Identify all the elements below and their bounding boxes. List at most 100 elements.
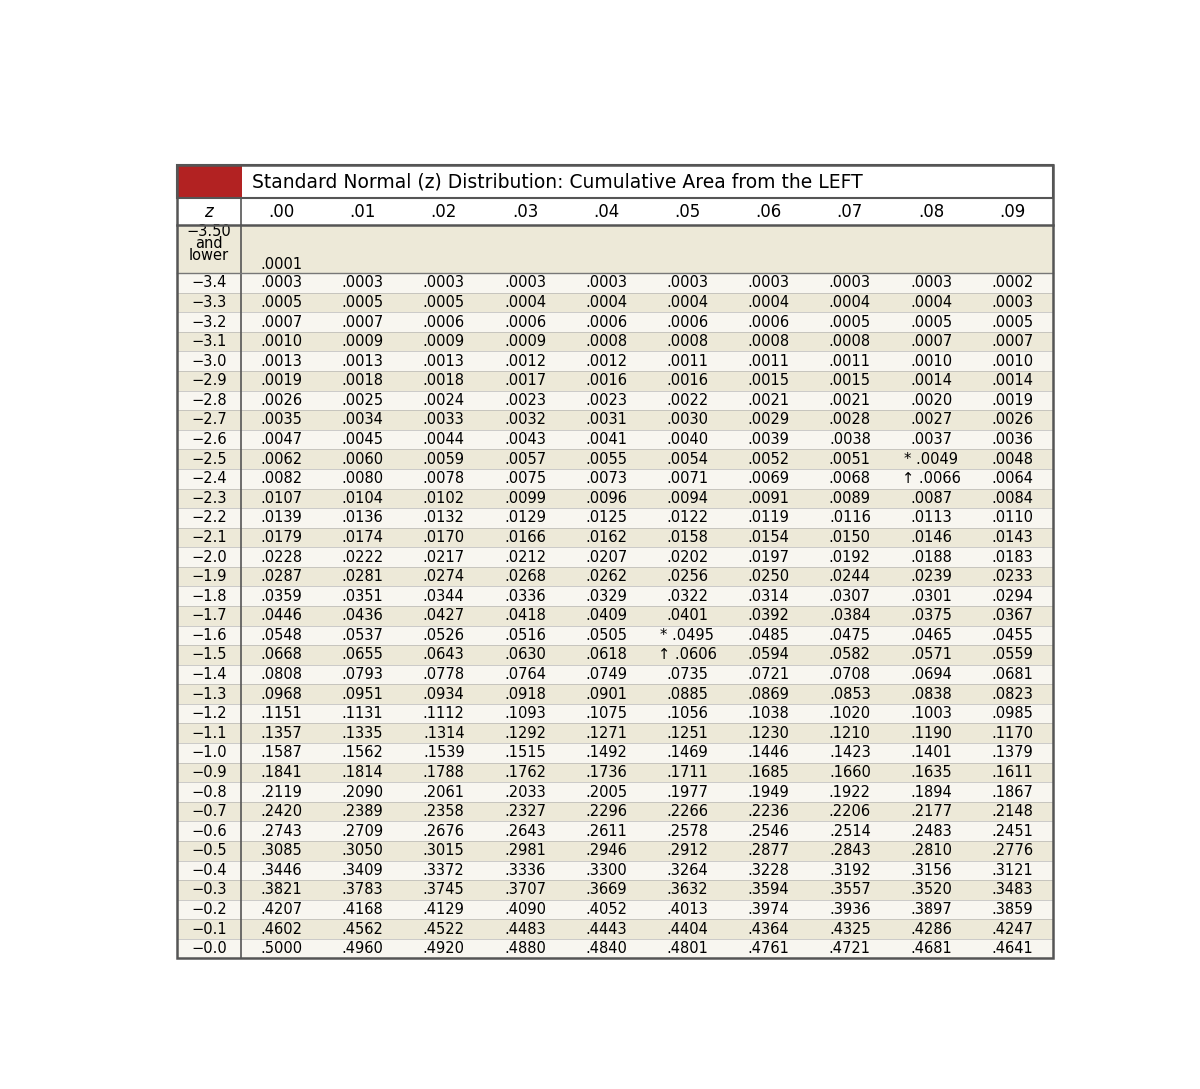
Text: .0021: .0021 (748, 393, 790, 408)
Text: .0239: .0239 (910, 570, 952, 584)
Text: −0.0: −0.0 (191, 941, 227, 956)
Text: .0089: .0089 (829, 491, 871, 505)
Text: .1151: .1151 (260, 706, 302, 721)
Text: .0099: .0099 (504, 491, 546, 505)
Text: ↑ .0606: ↑ .0606 (658, 648, 716, 662)
Text: .0062: .0062 (260, 452, 302, 467)
Text: .0351: .0351 (342, 589, 383, 603)
Text: .0170: .0170 (422, 530, 464, 544)
Text: .1003: .1003 (910, 706, 952, 721)
Text: .4761: .4761 (748, 941, 790, 956)
Text: .0516: .0516 (504, 628, 546, 643)
Text: .0019: .0019 (991, 393, 1033, 408)
Text: .0033: .0033 (422, 413, 464, 428)
Text: .2578: .2578 (666, 823, 708, 839)
Text: .2420: .2420 (260, 804, 302, 819)
Bar (178, 313, 1052, 332)
Text: .2358: .2358 (422, 804, 464, 819)
Text: .0721: .0721 (748, 668, 790, 682)
Text: .0375: .0375 (910, 609, 952, 623)
Text: .0793: .0793 (342, 668, 384, 682)
Text: .0548: .0548 (260, 628, 302, 643)
Text: Standard Normal (z) Distribution: Cumulative Area from the LEFT: Standard Normal (z) Distribution: Cumula… (252, 172, 863, 191)
Text: .0003: .0003 (260, 276, 302, 291)
Text: .0618: .0618 (586, 648, 628, 662)
Text: .4168: .4168 (342, 902, 383, 917)
Text: .1379: .1379 (991, 745, 1033, 760)
Text: .0119: .0119 (748, 511, 790, 525)
Text: .1814: .1814 (342, 764, 383, 780)
Text: .4920: .4920 (422, 941, 464, 956)
Text: .0068: .0068 (829, 472, 871, 486)
Text: .0022: .0022 (666, 393, 708, 408)
Bar (178, 391, 1052, 411)
Text: .2514: .2514 (829, 823, 871, 839)
Text: −3.3: −3.3 (191, 295, 227, 310)
Text: .2451: .2451 (991, 823, 1033, 839)
Text: .1635: .1635 (911, 764, 952, 780)
Text: .0207: .0207 (586, 550, 628, 564)
Text: .0007: .0007 (260, 315, 302, 330)
Text: .0038: .0038 (829, 432, 871, 448)
Text: .3707: .3707 (504, 882, 546, 897)
Text: .0031: .0031 (586, 413, 628, 428)
Text: .0475: .0475 (829, 628, 871, 643)
Text: .0003: .0003 (748, 276, 790, 291)
Text: .06: .06 (756, 203, 781, 221)
Text: −3.0: −3.0 (191, 354, 227, 369)
Text: .0035: .0035 (260, 413, 302, 428)
Text: .2327: .2327 (504, 804, 546, 819)
Text: −0.8: −0.8 (191, 784, 227, 799)
Text: .0132: .0132 (422, 511, 464, 525)
Bar (178, 762, 1052, 782)
Text: .0336: .0336 (504, 589, 546, 603)
Text: .3974: .3974 (748, 902, 790, 917)
Text: .0853: .0853 (829, 686, 871, 701)
Text: .0102: .0102 (422, 491, 464, 505)
Text: .1075: .1075 (586, 706, 628, 721)
Text: .0344: .0344 (422, 589, 464, 603)
Text: .0116: .0116 (829, 511, 871, 525)
Text: .0367: .0367 (991, 609, 1033, 623)
Text: .0023: .0023 (586, 393, 628, 408)
Text: .0294: .0294 (991, 589, 1033, 603)
Bar (178, 273, 1052, 293)
Text: −2.0: −2.0 (191, 550, 227, 564)
Text: .09: .09 (1000, 203, 1025, 221)
Text: .0087: .0087 (910, 491, 952, 505)
Text: .0020: .0020 (910, 393, 952, 408)
Text: .0006: .0006 (422, 315, 464, 330)
Text: .0032: .0032 (504, 413, 546, 428)
Text: .3446: .3446 (260, 862, 302, 878)
Text: .0228: .0228 (260, 550, 302, 564)
Text: .0418: .0418 (504, 609, 546, 623)
Text: .0011: .0011 (666, 354, 708, 369)
Text: .0030: .0030 (666, 413, 708, 428)
Text: .3632: .3632 (666, 882, 708, 897)
Text: .0003: .0003 (422, 276, 464, 291)
Text: .1977: .1977 (666, 784, 708, 799)
Text: .2743: .2743 (260, 823, 302, 839)
Text: .4052: .4052 (586, 902, 628, 917)
Text: .1271: .1271 (586, 725, 628, 741)
Text: .0559: .0559 (991, 648, 1033, 662)
Text: .0329: .0329 (586, 589, 628, 603)
Text: .0008: .0008 (666, 334, 708, 350)
Text: .1539: .1539 (422, 745, 464, 760)
Text: .0007: .0007 (341, 315, 384, 330)
Text: −0.9: −0.9 (191, 764, 227, 780)
Text: .4129: .4129 (422, 902, 464, 917)
Text: .0735: .0735 (666, 668, 708, 682)
Text: .0043: .0043 (504, 432, 546, 448)
Text: .0013: .0013 (260, 354, 302, 369)
Text: .2546: .2546 (748, 823, 790, 839)
Text: .3121: .3121 (991, 862, 1033, 878)
Bar (178, 293, 1052, 313)
Text: .0107: .0107 (260, 491, 302, 505)
Text: .4483: .4483 (504, 921, 546, 937)
Text: .2643: .2643 (504, 823, 546, 839)
Text: .1611: .1611 (991, 764, 1033, 780)
Text: ↑ .0066: ↑ .0066 (901, 472, 960, 486)
Text: .5000: .5000 (260, 941, 302, 956)
Text: .0869: .0869 (748, 686, 790, 701)
